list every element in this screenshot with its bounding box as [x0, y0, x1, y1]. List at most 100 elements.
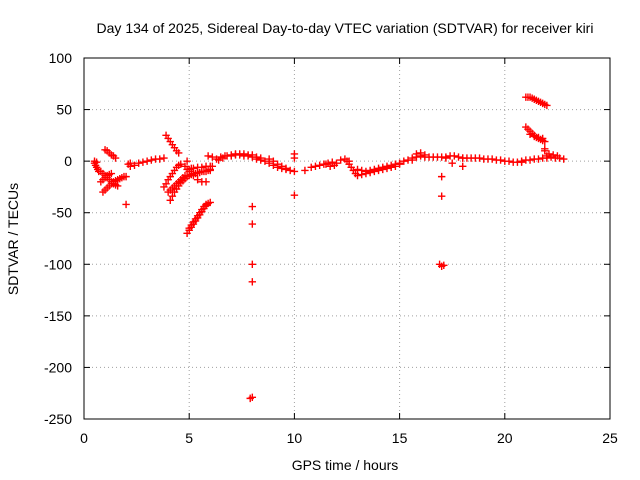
- data-point: [257, 156, 265, 164]
- data-point: [269, 157, 278, 165]
- x-axis-label: GPS time / hours: [292, 457, 399, 473]
- data-point: [252, 155, 261, 163]
- data-point: [248, 260, 257, 268]
- data-point: [311, 162, 320, 170]
- data-point: [336, 156, 345, 164]
- grid: [84, 58, 610, 419]
- data-point: [534, 133, 543, 142]
- data-point: [290, 150, 299, 158]
- data-point: [416, 149, 425, 157]
- data-point: [126, 162, 134, 170]
- data-point: [166, 196, 174, 205]
- data-point: [454, 153, 463, 161]
- x-tick-label: 0: [80, 430, 88, 446]
- data-point: [505, 157, 513, 165]
- data-point: [248, 393, 257, 402]
- data-point: [261, 157, 269, 165]
- data-point: [549, 151, 557, 159]
- data-point: [235, 151, 244, 159]
- data-point: [107, 169, 116, 178]
- data-point: [541, 147, 549, 155]
- data-point: [517, 157, 526, 165]
- data-point: [113, 182, 122, 190]
- data-point: [168, 192, 177, 200]
- data-point: [322, 160, 330, 168]
- data-point: [353, 171, 362, 180]
- data-point: [553, 152, 562, 160]
- data-point: [193, 176, 202, 184]
- data-point: [177, 160, 185, 168]
- data-point: [374, 166, 383, 175]
- data-point: [387, 163, 395, 172]
- data-point: [315, 161, 324, 169]
- data-point: [189, 171, 198, 180]
- y-tick-label: -150: [44, 308, 72, 324]
- data-point: [530, 132, 538, 141]
- data-point: [160, 154, 168, 162]
- data-point: [244, 152, 252, 160]
- data-point: [139, 158, 147, 166]
- y-tick-label: -250: [44, 411, 72, 427]
- data-point: [560, 155, 568, 163]
- data-point: [383, 164, 391, 173]
- data-point: [189, 164, 198, 173]
- plot-frame: [83, 57, 611, 420]
- data-point: [437, 192, 446, 200]
- data-point: [440, 261, 448, 270]
- data-point: [362, 169, 370, 178]
- data-point: [156, 155, 164, 163]
- data-point: [219, 154, 227, 162]
- data-point: [181, 162, 189, 170]
- data-point: [208, 162, 217, 170]
- data-point: [370, 167, 379, 176]
- data-point: [248, 220, 257, 228]
- data-point: [412, 150, 421, 158]
- data-point: [92, 158, 101, 166]
- y-axis-label: SDTVAR / TECUs: [5, 183, 21, 295]
- data-point: [332, 159, 341, 167]
- x-tick-label: 10: [287, 430, 303, 446]
- data-point: [459, 162, 467, 170]
- data-point: [202, 200, 210, 209]
- data-point: [202, 178, 210, 186]
- data-point: [437, 172, 446, 181]
- y-tick-label: 0: [64, 153, 72, 169]
- x-tick-label: 20: [497, 430, 513, 446]
- data-point: [475, 154, 484, 162]
- data-point: [290, 167, 299, 176]
- data-point: [358, 166, 366, 175]
- y-axis: -250 -200 -150 -100 -50 0 50 100: [44, 50, 610, 427]
- data-point: [286, 166, 294, 175]
- data-point: [282, 164, 290, 173]
- x-axis: 0 5 10 15 20 25: [80, 58, 618, 446]
- data-point: [185, 167, 193, 176]
- data-point: [442, 153, 450, 161]
- data-point: [111, 154, 120, 162]
- y-tick-label: 50: [56, 102, 72, 118]
- data-point: [208, 153, 217, 161]
- data-point: [183, 157, 191, 165]
- data-point: [174, 149, 183, 157]
- data-point: [273, 160, 282, 168]
- data-point: [278, 162, 286, 170]
- data-point: [301, 166, 309, 175]
- data-point: [395, 159, 404, 167]
- x-tick-label: 15: [392, 430, 408, 446]
- data-point: [290, 191, 299, 199]
- data-point: [227, 152, 235, 160]
- chart-title: Day 134 of 2025, Sidereal Day-to-day VTE…: [97, 20, 594, 36]
- data-point: [353, 165, 362, 174]
- y-tick-label: -50: [52, 205, 72, 221]
- data-point: [366, 168, 374, 177]
- data-point: [122, 172, 130, 181]
- data-point: [526, 130, 534, 139]
- data-point: [534, 155, 543, 163]
- data-point: [162, 180, 170, 188]
- y-tick-label: -200: [44, 359, 72, 375]
- x-tick-label: 5: [185, 430, 193, 446]
- data-point: [543, 101, 551, 110]
- data-point: [448, 159, 456, 167]
- data-point: [206, 198, 214, 207]
- x-tick-label: 25: [602, 430, 618, 446]
